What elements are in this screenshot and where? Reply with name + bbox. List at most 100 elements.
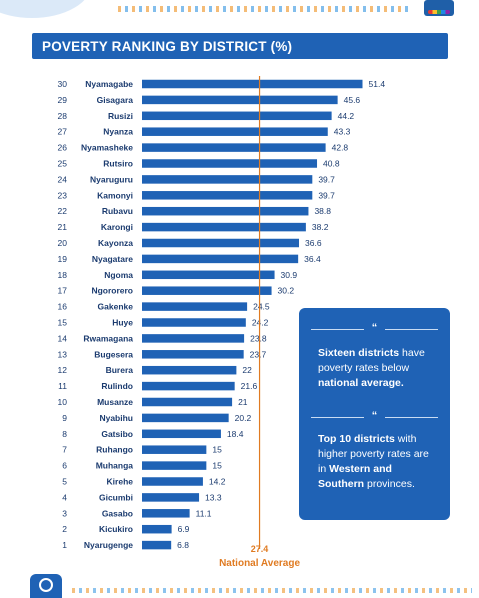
emblem-icon: [39, 578, 53, 592]
bar: [142, 159, 318, 168]
bar: [142, 111, 332, 121]
rank-label: 10: [58, 397, 68, 407]
rank-label: 9: [62, 413, 67, 423]
bar: [142, 270, 275, 280]
category-label: Kirehe: [107, 477, 134, 487]
category-label: Gicumbi: [99, 492, 133, 502]
category-label: Rusizi: [108, 111, 133, 121]
category-label: Nyarugenge: [84, 540, 133, 550]
callout-2-bold-b: Western and Southern: [318, 463, 392, 490]
value-label: 40.8: [323, 159, 340, 169]
callout-1-bold-b: national average.: [318, 377, 404, 389]
pattern-strip-bottom: [72, 588, 472, 593]
bar: [142, 143, 326, 152]
category-label: Musanze: [97, 397, 133, 407]
bar: [142, 540, 172, 550]
value-label: 24.5: [253, 302, 270, 312]
rank-label: 20: [58, 238, 68, 248]
bar: [142, 365, 237, 375]
value-label: 23.7: [250, 349, 267, 359]
bar: [142, 445, 207, 454]
quote-divider-1: “: [311, 322, 438, 334]
partner-logo-colors: [428, 10, 450, 14]
rank-label: 3: [62, 508, 67, 518]
value-label: 39.7: [318, 174, 335, 184]
callout-2-plain-b: provinces.: [364, 478, 415, 490]
category-label: Ngoma: [104, 270, 133, 280]
category-label: Nyaruguru: [90, 174, 133, 184]
callout-box: “ Sixteen districts have poverty rates b…: [299, 308, 450, 520]
rank-label: 14: [58, 333, 68, 343]
category-label: Rubavu: [102, 206, 133, 216]
category-label: Rutsiro: [103, 159, 133, 169]
bar: [142, 524, 172, 534]
rank-label: 17: [58, 286, 68, 296]
rank-label: 26: [58, 143, 68, 153]
rank-label: 13: [58, 349, 68, 359]
rank-label: 12: [58, 365, 68, 375]
category-label: Gasabo: [102, 508, 133, 518]
rank-label: 30: [58, 79, 68, 89]
bar: [142, 413, 229, 423]
category-label: Bugesera: [94, 349, 133, 359]
bar: [142, 461, 207, 470]
rank-label: 6: [62, 461, 67, 471]
category-label: Kamonyi: [97, 190, 133, 200]
title-bar: POVERTY RANKING BY DISTRICT (%): [32, 33, 448, 59]
rank-label: 27: [58, 127, 68, 137]
bar: [142, 318, 246, 327]
value-label: 20.2: [235, 413, 252, 423]
callout-text-2: Top 10 districts with higher poverty rat…: [318, 432, 438, 492]
bar: [142, 238, 300, 248]
rank-label: 5: [62, 477, 67, 487]
bar: [142, 302, 248, 311]
value-label: 21: [238, 397, 248, 407]
callout-1-plain-a: have poverty rates below: [318, 347, 425, 374]
bar: [142, 493, 200, 502]
value-label: 51.4: [369, 79, 386, 89]
value-label: 24.2: [252, 318, 269, 328]
rank-label: 28: [58, 111, 68, 121]
category-label: Kayonza: [98, 238, 133, 248]
value-label: 21.6: [241, 381, 258, 391]
national-average-label: National Average: [219, 558, 300, 569]
quote-divider-2: “: [311, 410, 438, 422]
bar: [142, 350, 244, 359]
rank-label: 18: [58, 270, 68, 280]
value-label: 14.2: [209, 477, 226, 487]
callout-2-bold-a: Top 10 districts: [318, 433, 395, 445]
value-label: 22: [242, 365, 252, 375]
category-label: Kicukiro: [99, 524, 133, 534]
rank-label: 23: [58, 190, 68, 200]
bar: [142, 381, 235, 391]
rank-label: 11: [58, 381, 67, 391]
rank-label: 19: [58, 254, 68, 264]
rank-label: 7: [62, 445, 67, 455]
category-label: Nyamasheke: [81, 143, 133, 153]
bar: [142, 477, 203, 486]
value-label: 42.8: [332, 143, 349, 153]
value-label: 38.8: [314, 206, 331, 216]
rank-label: 25: [58, 159, 68, 169]
quote-icon: “: [371, 322, 378, 334]
callout-2-plain-a: with higher poverty rates are in: [318, 433, 429, 475]
bar: [142, 79, 363, 89]
value-label: 30.2: [278, 286, 295, 296]
value-label: 30.9: [281, 270, 298, 280]
bar: [142, 509, 190, 518]
bar: [142, 95, 338, 105]
category-label: Ruhango: [96, 445, 133, 455]
value-label: 44.2: [338, 111, 355, 121]
value-label: 23.8: [250, 333, 267, 343]
value-label: 6.8: [177, 540, 189, 550]
value-label: 36.6: [305, 238, 322, 248]
rank-label: 29: [58, 95, 68, 105]
pattern-strip-top: [118, 6, 408, 12]
bar: [142, 254, 299, 264]
value-label: 39.7: [318, 190, 335, 200]
category-label: Huye: [112, 318, 133, 328]
callout-text-1: Sixteen districts have poverty rates bel…: [318, 346, 438, 391]
category-label: Ngororero: [91, 286, 133, 296]
rank-label: 15: [58, 318, 68, 328]
